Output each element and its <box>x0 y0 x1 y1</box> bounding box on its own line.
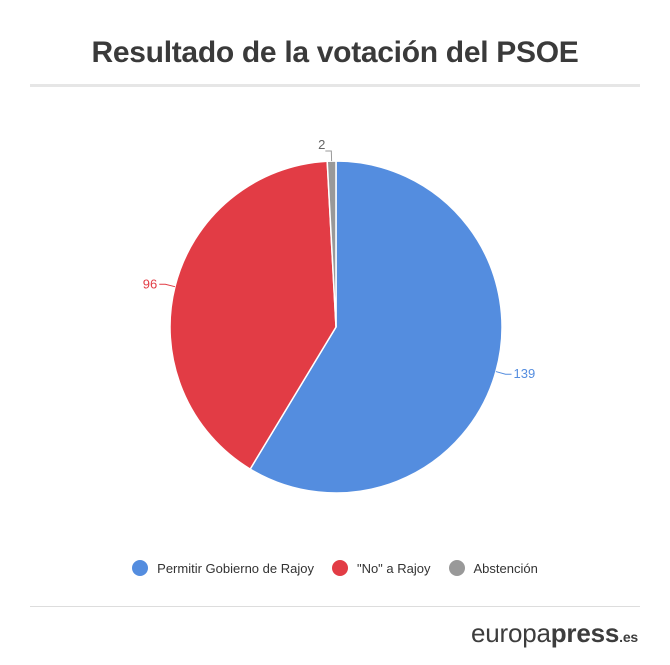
leader-line-abstencion <box>325 150 333 162</box>
brand-part-press: press <box>550 618 620 648</box>
data-label-no: 96 <box>143 276 157 291</box>
legend-swatch-abstencion <box>448 560 465 576</box>
legend-label-abstencion: Abstención <box>473 560 538 576</box>
brand-part-es: .es <box>619 629 638 645</box>
legend: Permitir Gobierno de Rajoy "No" a Rajoy … <box>0 560 670 576</box>
data-label-abstencion: 2 <box>318 137 325 152</box>
legend-item-no[interactable]: "No" a Rajoy <box>331 560 431 576</box>
title-divider <box>30 84 640 87</box>
leader-line-no <box>159 283 176 288</box>
leader-line-permitir <box>495 371 512 375</box>
data-label-permitir: 139 <box>514 366 536 381</box>
europapress-logo: europapress.es <box>471 618 638 649</box>
legend-item-abstencion[interactable]: Abstención <box>448 560 538 576</box>
pie-slice-permitir[interactable] <box>249 160 503 494</box>
legend-label-no: "No" a Rajoy <box>356 560 431 576</box>
legend-item-permitir[interactable]: Permitir Gobierno de Rajoy <box>132 560 314 576</box>
footer-divider <box>30 606 640 607</box>
brand-part-europa: europa <box>470 618 551 648</box>
chart-title: Resultado de la votación del PSOE <box>91 36 579 69</box>
legend-label-permitir: Permitir Gobierno de Rajoy <box>157 560 314 576</box>
legend-swatch-no <box>331 560 348 576</box>
legend-swatch-permitir <box>132 560 149 576</box>
